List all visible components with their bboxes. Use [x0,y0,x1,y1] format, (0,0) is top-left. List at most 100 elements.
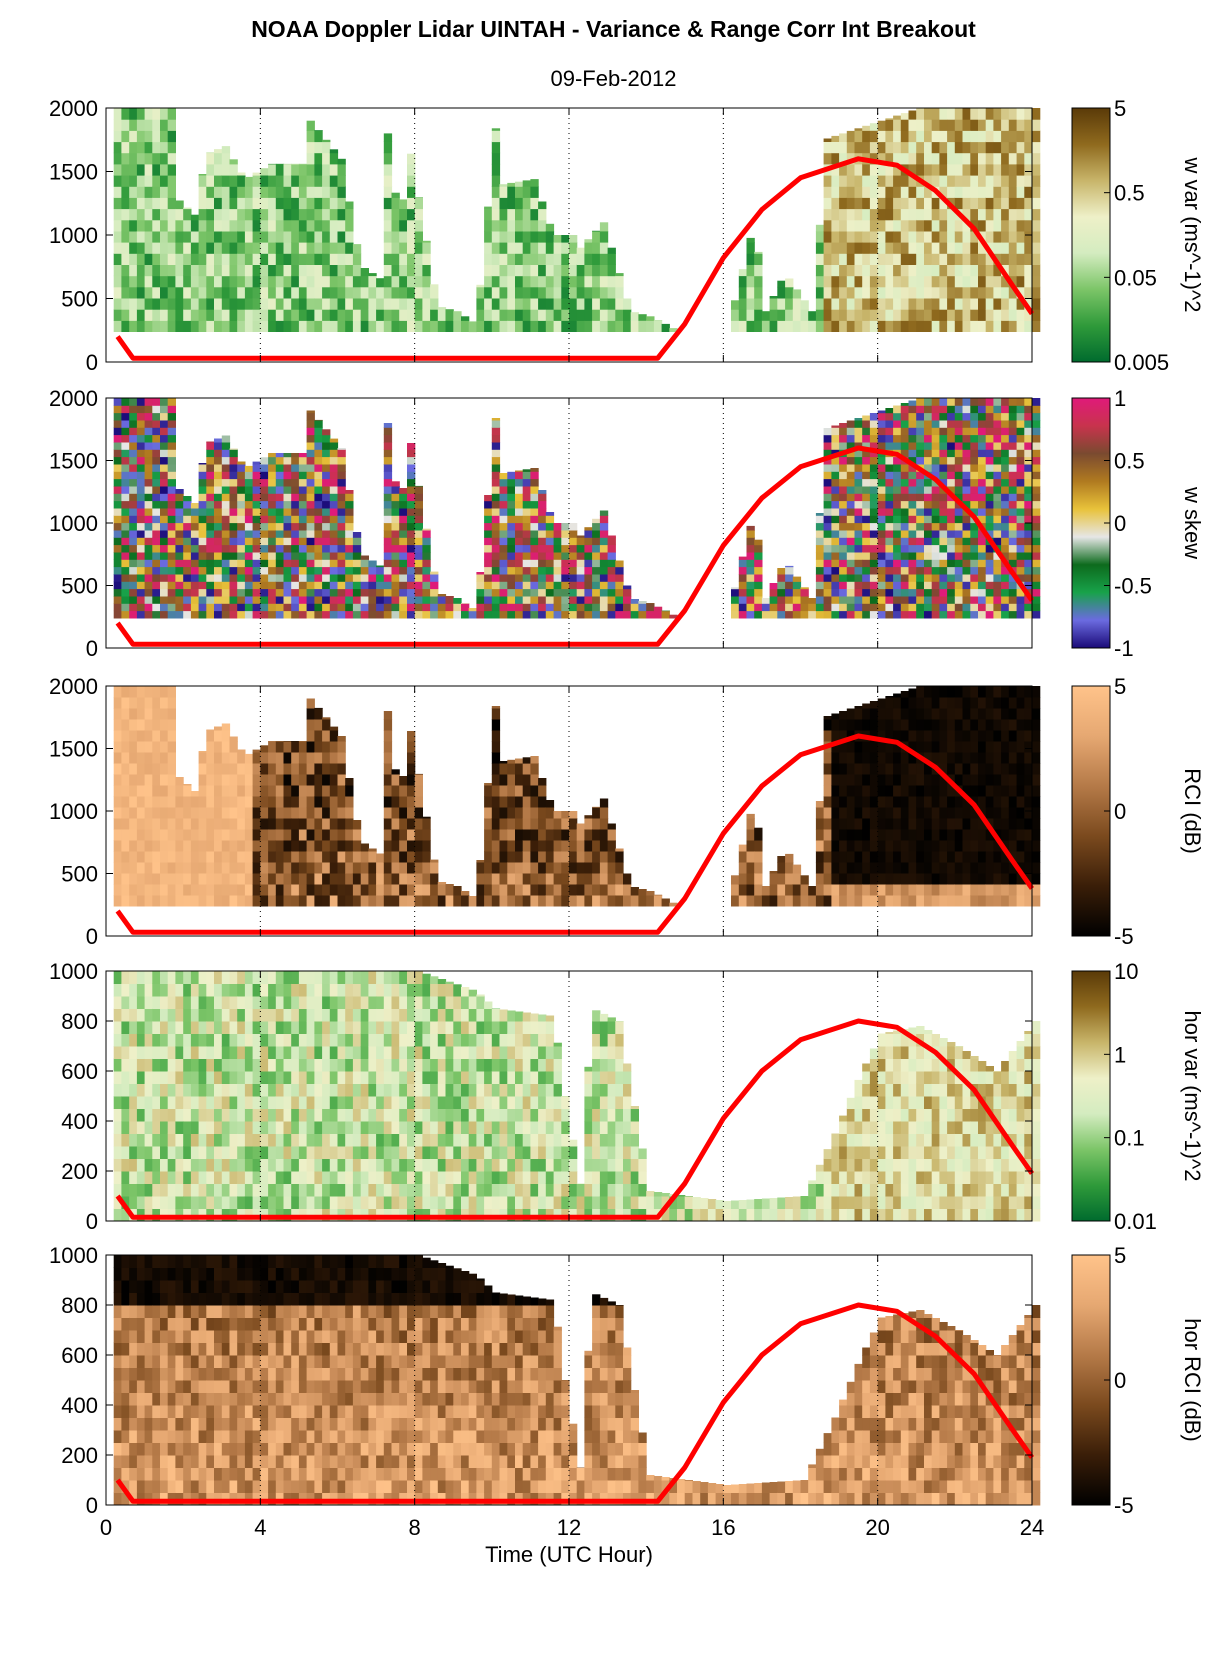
heatmap-cell [599,253,609,265]
heatmap-cell [731,320,740,332]
heatmap-cell [113,537,122,546]
heatmap-cell [877,730,886,742]
heatmap-cell [499,320,508,332]
heatmap-cell [1001,119,1010,131]
heatmap-cell [136,552,146,560]
heatmap-cell [507,478,516,487]
heatmap-cell [160,741,169,753]
heatmap-cell [121,230,130,243]
heatmap-cell [846,741,856,753]
heatmap-cell [924,537,933,546]
heatmap-cell [908,603,917,612]
heatmap-cell [970,464,979,472]
heatmap-cell [993,537,1002,546]
heatmap-cell [815,574,825,582]
heatmap-cell [615,275,624,288]
heatmap-cell [576,829,585,841]
heatmap-cell [160,763,169,775]
heatmap-cell [237,763,246,775]
heatmap-cell [846,763,856,775]
heatmap-cell [399,818,408,830]
heatmap-cell [761,895,771,907]
heatmap-cell [978,309,987,321]
heatmap-cell [630,895,639,907]
heatmap-cell [329,596,339,604]
heatmap-cell [360,851,369,863]
heatmap-cell [399,873,408,885]
heatmap-cell [422,537,431,546]
heatmap-cell [291,752,300,764]
heatmap-cell [931,464,940,472]
heatmap-cell [846,434,856,443]
heatmap-cell [893,752,902,764]
heatmap-cell [183,785,192,797]
heatmap-cell [530,610,539,619]
heatmap-cell [252,862,261,874]
heatmap-cell [939,708,948,720]
heatmap-cell [808,603,817,612]
heatmap-cell [885,574,894,582]
heatmap-cell [121,552,130,560]
heatmap-cell [854,449,863,458]
heatmap-cell [113,275,122,288]
heatmap-cell [885,719,894,731]
heatmap-cell [175,559,184,568]
heatmap-cell [345,829,354,841]
heatmap-cell [414,862,423,874]
heatmap-cell [167,434,176,443]
heatmap-cell [877,796,886,808]
heatmap-cell [553,523,562,531]
heatmap-cell [136,163,146,176]
heatmap-cell [947,186,956,198]
heatmap-cell [831,796,840,808]
heatmap-cell [900,873,910,885]
heatmap-cell [900,434,910,443]
heatmap-cell [407,851,416,863]
heatmap-cell [283,752,292,764]
heatmap-cell [839,840,848,852]
heatmap-cell [152,522,161,531]
heatmap-cell [499,230,508,243]
heatmap-cell [515,574,524,582]
heatmap-cell [391,192,400,198]
heatmap-cell [592,818,601,830]
heatmap-cell [129,398,138,406]
heatmap-cell [947,552,956,560]
heatmap-cell [1032,522,1041,531]
heatmap-cell [1032,405,1041,414]
heatmap-cell [854,163,863,176]
heatmap-cell [839,537,848,546]
heatmap-cell [862,610,871,619]
heatmap-cell [306,230,315,243]
heatmap-cell [576,884,585,896]
heatmap-cell [214,442,223,450]
heatmap-cell [815,242,825,254]
heatmap-cell [407,219,416,232]
heatmap-cell [414,253,423,265]
heatmap-cell [1024,552,1033,560]
heatmap-cell [599,530,609,538]
heatmap-cell [507,320,516,332]
heatmap-cell [931,141,940,154]
heatmap-cell [1032,449,1041,458]
heatmap-cell [545,884,555,896]
heatmap-cell [599,851,609,863]
heatmap-cell [507,242,516,254]
heatmap-cell [931,456,940,465]
heatmap-cell [198,574,207,582]
heatmap-cell [206,163,215,176]
heatmap-cell [345,610,354,619]
heatmap-cell [792,864,802,874]
heatmap-cell [268,197,277,210]
heatmap-cell [491,895,501,907]
heatmap-cell [407,566,416,575]
heatmap-cell [376,309,385,321]
heatmap-cell [407,741,416,753]
heatmap-cell [1024,197,1033,210]
heatmap-cell [854,708,863,720]
heatmap-cell [931,286,940,299]
heatmap-cell [144,796,153,808]
heatmap-cell [885,537,894,546]
heatmap-cell [1008,530,1018,538]
heatmap-cell [129,427,138,436]
